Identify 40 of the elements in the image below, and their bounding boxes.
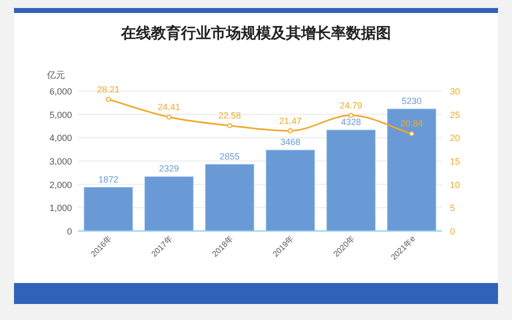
data-label: 3468: [280, 137, 300, 148]
y2-tick-label: 20: [450, 133, 460, 144]
point: [288, 128, 293, 134]
data-label: 5230: [402, 96, 422, 106]
y2-tick-label: 10: [450, 180, 460, 190]
bar: [144, 176, 194, 232]
y-tick-label: 3,000: [49, 156, 72, 166]
data-label: 22.58: [218, 110, 241, 121]
point: [227, 123, 232, 128]
y-tick-label: 6,000: [49, 86, 72, 96]
chart-title: 在线教育行业市场规模及其增长率数据图: [120, 24, 391, 42]
data-label: 1872: [98, 174, 118, 184]
y2-tick-label: 0: [450, 226, 456, 236]
point: [166, 114, 172, 120]
data-label: 4328: [340, 117, 362, 128]
y2-tick-label: 30: [450, 86, 460, 96]
y-tick-label: 5,000: [49, 110, 72, 120]
y2-tick-label: 15: [450, 156, 460, 166]
y-tick-label: 4,000: [49, 133, 72, 144]
data-label: 2329: [158, 164, 180, 174]
bar: [266, 150, 315, 232]
data-label: 24.79: [340, 100, 362, 110]
y2-tick-label: 25: [450, 110, 460, 120]
y-tick-label: 0: [66, 226, 72, 236]
point: [409, 131, 414, 136]
bar: [387, 108, 436, 232]
y-tick-label: 1,000: [49, 203, 72, 214]
data-label: 24.41: [158, 102, 180, 112]
bar: [84, 187, 133, 232]
y-tick-label: 2,000: [49, 180, 72, 190]
data-label: 21.47: [279, 116, 302, 126]
data-label: 28.21: [97, 84, 120, 94]
bar: [205, 164, 254, 232]
y2-tick-label: 5: [450, 203, 456, 214]
point: [348, 112, 354, 118]
data-label: 20.84: [400, 118, 423, 129]
data-label: 2855: [220, 151, 240, 162]
point: [106, 96, 111, 102]
y-axis-title: 亿元: [46, 70, 65, 80]
bar: [326, 130, 376, 232]
